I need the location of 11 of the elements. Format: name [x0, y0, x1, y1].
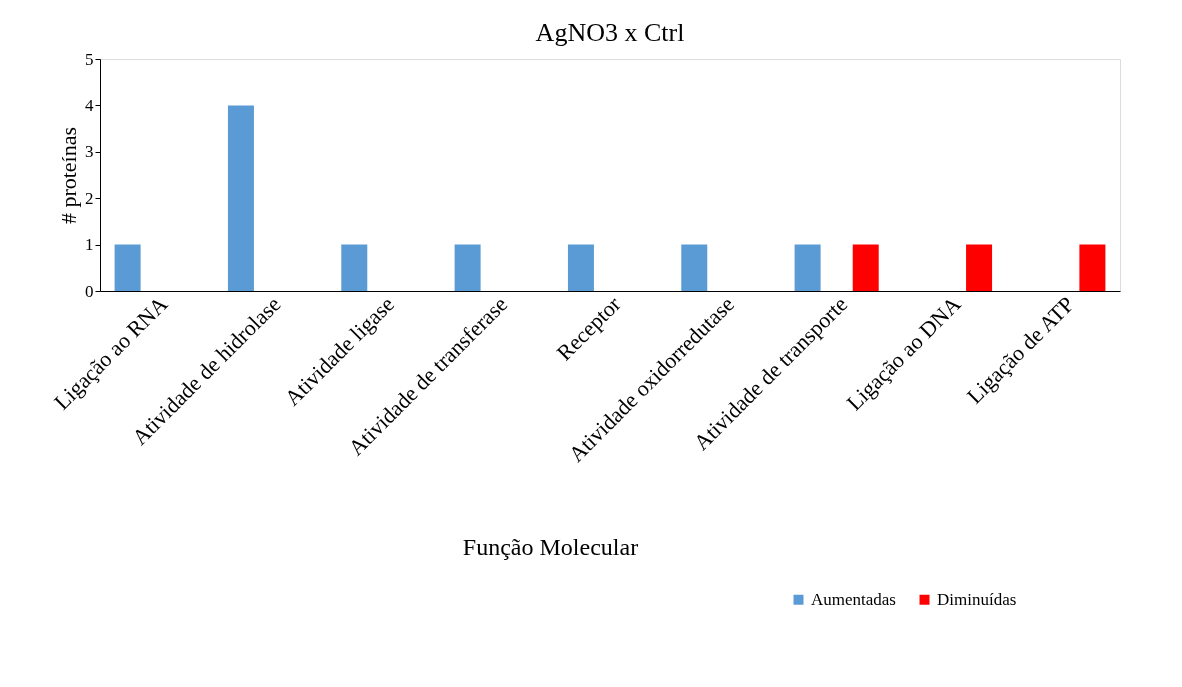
legend-label: Aumentadas	[811, 589, 896, 609]
y-axis-title: # proteínas	[56, 126, 81, 225]
legend-label: Diminuídas	[937, 589, 1017, 609]
x-axis-title: Função Molecular	[462, 534, 639, 561]
y-tick-label: 5	[85, 49, 94, 69]
y-tick-label: 2	[85, 188, 94, 208]
y-tick-label: 1	[85, 235, 94, 255]
chart-title: AgNO3 x Ctrl	[535, 18, 685, 47]
y-tick-label: 4	[85, 95, 94, 115]
y-tick-label: 3	[85, 142, 94, 162]
y-tick-label: 0	[85, 281, 94, 301]
